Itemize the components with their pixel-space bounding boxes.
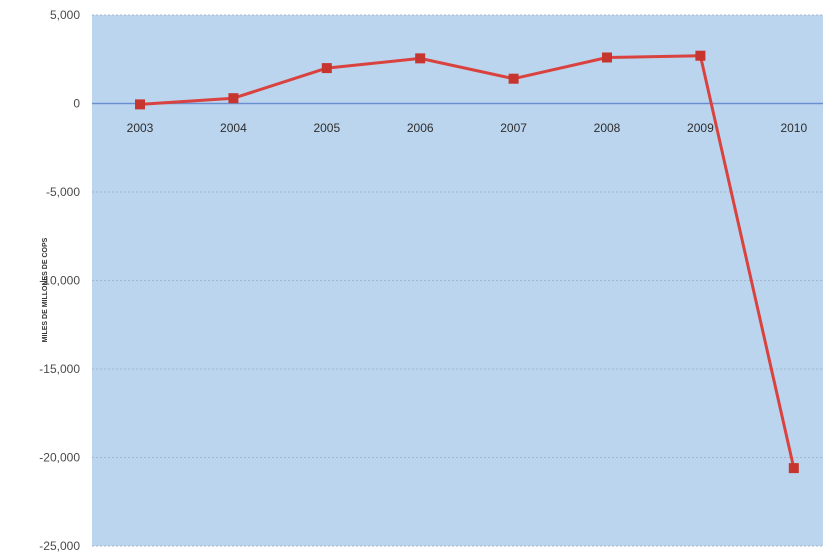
x-tick-label: 2009	[687, 121, 714, 135]
y-tick-label: -15,000	[39, 362, 80, 376]
y-tick-label: -5,000	[46, 185, 80, 199]
x-tick-label: 2007	[500, 121, 527, 135]
x-tick-label: 2008	[594, 121, 621, 135]
data-point-2006	[415, 53, 425, 63]
data-point-2009	[695, 51, 705, 61]
y-tick-label: 0	[73, 97, 80, 111]
data-point-2010	[789, 463, 799, 473]
y-tick-label: 5,000	[50, 8, 80, 22]
y-axis-label: MILES DE MILLONES DE COPS	[42, 237, 49, 342]
x-tick-label: 2003	[127, 121, 154, 135]
data-point-2007	[509, 74, 519, 84]
x-tick-label: 2010	[780, 121, 807, 135]
data-point-2005	[322, 63, 332, 73]
x-tick-label: 2004	[220, 121, 247, 135]
data-point-2004	[228, 93, 238, 103]
x-tick-label: 2005	[313, 121, 340, 135]
data-point-2008	[602, 52, 612, 62]
y-tick-label: -25,000	[39, 539, 80, 553]
data-point-2003	[135, 99, 145, 109]
y-tick-label: -20,000	[39, 451, 80, 465]
x-tick-label: 2006	[407, 121, 434, 135]
